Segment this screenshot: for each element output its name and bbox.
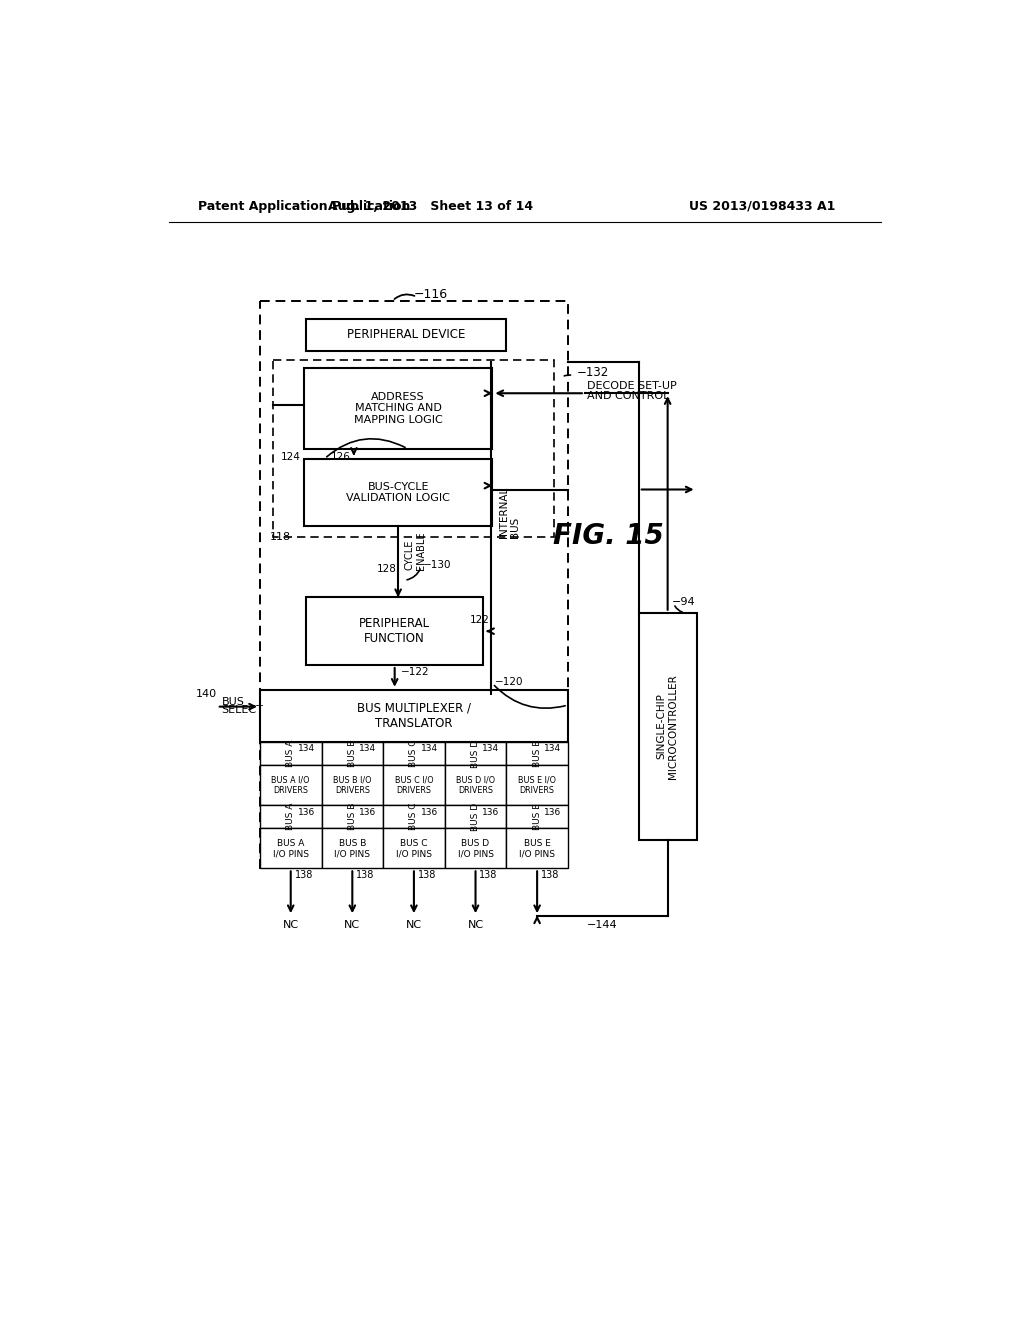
Text: 134: 134 <box>421 744 438 754</box>
Bar <box>506 829 568 869</box>
Bar <box>304 368 493 449</box>
Bar <box>260 301 568 869</box>
Text: 134: 134 <box>544 744 561 754</box>
Text: BUS E: BUS E <box>532 804 542 830</box>
Bar <box>322 766 383 805</box>
Bar <box>306 318 506 351</box>
Text: NC: NC <box>283 920 299 929</box>
Text: INTERNAL
BUS: INTERNAL BUS <box>499 487 520 539</box>
Text: BUS C I/O
DRIVERS: BUS C I/O DRIVERS <box>394 775 433 795</box>
Text: 128: 128 <box>377 564 396 574</box>
Text: NC: NC <box>344 920 360 929</box>
Bar <box>506 742 568 766</box>
Bar <box>322 805 383 829</box>
Text: BUS C: BUS C <box>410 739 419 767</box>
Bar <box>260 805 322 829</box>
Text: −120: −120 <box>495 677 523 686</box>
Bar <box>444 742 506 766</box>
Text: BUS C
I/O PINS: BUS C I/O PINS <box>396 838 432 858</box>
Bar <box>322 742 383 766</box>
Bar <box>306 597 483 665</box>
Text: BUS D: BUS D <box>471 739 480 768</box>
Text: AND CONTROL: AND CONTROL <box>587 391 670 400</box>
Text: BUS C: BUS C <box>410 803 419 830</box>
Bar <box>304 459 493 527</box>
Text: SINGLE-CHIP
MICROCONTROLLER: SINGLE-CHIP MICROCONTROLLER <box>656 675 679 779</box>
Text: 138: 138 <box>295 870 313 879</box>
Text: Patent Application Publication: Patent Application Publication <box>199 199 411 213</box>
Text: BUS E: BUS E <box>532 741 542 767</box>
Text: 118: 118 <box>270 532 291 543</box>
Text: BUS: BUS <box>221 697 245 708</box>
Text: 140: 140 <box>196 689 217 698</box>
Text: −144: −144 <box>587 920 617 931</box>
Text: 134: 134 <box>359 744 376 754</box>
Text: 134: 134 <box>482 744 500 754</box>
Bar <box>383 766 444 805</box>
Text: 134: 134 <box>298 744 314 754</box>
Text: Aug. 1, 2013   Sheet 13 of 14: Aug. 1, 2013 Sheet 13 of 14 <box>329 199 534 213</box>
Text: 136: 136 <box>544 808 561 817</box>
Text: PERIPHERAL DEVICE: PERIPHERAL DEVICE <box>347 329 465 342</box>
Text: CYCLE
ENABLE: CYCLE ENABLE <box>404 532 426 570</box>
Text: BUS B: BUS B <box>348 741 356 767</box>
Text: −130: −130 <box>423 560 452 570</box>
Text: −132: −132 <box>578 366 609 379</box>
Text: 136: 136 <box>359 808 377 817</box>
Bar <box>383 829 444 869</box>
Text: BUS E
I/O PINS: BUS E I/O PINS <box>519 838 555 858</box>
Text: 138: 138 <box>356 870 375 879</box>
Bar <box>444 805 506 829</box>
Text: US 2013/0198433 A1: US 2013/0198433 A1 <box>689 199 836 213</box>
Bar <box>383 742 444 766</box>
Text: BUS A: BUS A <box>287 803 295 830</box>
Bar <box>322 829 383 869</box>
Text: BUS B I/O
DRIVERS: BUS B I/O DRIVERS <box>333 775 372 795</box>
Bar <box>444 829 506 869</box>
Text: SELECT: SELECT <box>221 705 263 715</box>
Text: BUS D I/O
DRIVERS: BUS D I/O DRIVERS <box>456 775 495 795</box>
Text: BUS A: BUS A <box>287 741 295 767</box>
Bar <box>444 766 506 805</box>
Text: −116: −116 <box>414 288 449 301</box>
Text: BUS E I/O
DRIVERS: BUS E I/O DRIVERS <box>518 775 556 795</box>
Text: 136: 136 <box>421 808 438 817</box>
Text: DECODE SET-UP: DECODE SET-UP <box>587 380 677 391</box>
Bar <box>639 612 696 840</box>
Text: −122: −122 <box>400 667 429 677</box>
Text: PERIPHERAL
FUNCTION: PERIPHERAL FUNCTION <box>359 618 430 645</box>
Text: NC: NC <box>406 920 422 929</box>
Bar <box>273 360 554 537</box>
Text: 138: 138 <box>418 870 436 879</box>
Text: BUS B: BUS B <box>348 803 356 830</box>
Text: −94: −94 <box>672 597 695 607</box>
Text: 124: 124 <box>281 453 301 462</box>
Text: BUS D
I/O PINS: BUS D I/O PINS <box>458 838 494 858</box>
Text: NC: NC <box>468 920 483 929</box>
Text: 136: 136 <box>482 808 500 817</box>
Text: 136: 136 <box>298 808 314 817</box>
Text: BUS MULTIPLEXER /
TRANSLATOR: BUS MULTIPLEXER / TRANSLATOR <box>357 702 471 730</box>
Text: BUS-CYCLE
VALIDATION LOGIC: BUS-CYCLE VALIDATION LOGIC <box>346 482 451 503</box>
Text: BUS A
I/O PINS: BUS A I/O PINS <box>272 838 308 858</box>
Bar <box>506 766 568 805</box>
Bar <box>506 805 568 829</box>
Text: BUS D: BUS D <box>471 803 480 830</box>
Text: FIG. 15: FIG. 15 <box>553 521 664 549</box>
Text: BUS B
I/O PINS: BUS B I/O PINS <box>334 838 371 858</box>
Text: ADDRESS
MATCHING AND
MAPPING LOGIC: ADDRESS MATCHING AND MAPPING LOGIC <box>353 392 442 425</box>
Bar <box>260 829 322 869</box>
Text: 138: 138 <box>541 870 559 879</box>
Text: BUS A I/O
DRIVERS: BUS A I/O DRIVERS <box>271 775 310 795</box>
Bar <box>260 689 568 742</box>
Text: 122: 122 <box>470 615 489 626</box>
Bar <box>383 805 444 829</box>
Text: 126: 126 <box>331 453 350 462</box>
Bar <box>260 766 322 805</box>
Bar <box>260 742 322 766</box>
Text: 138: 138 <box>479 870 498 879</box>
